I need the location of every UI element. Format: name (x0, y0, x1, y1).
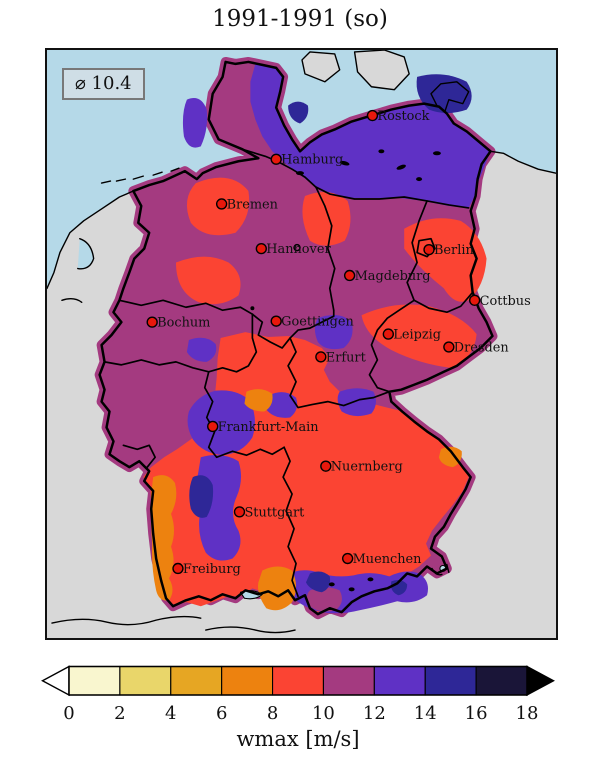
colorbar-segment-4-6 (170, 665, 223, 696)
city-marker-muenchen (341, 552, 354, 565)
colorbar-tick-2: 2 (114, 703, 125, 724)
city-label-nuernberg: Nuernberg (331, 460, 403, 475)
city-label-goettingen: Goettingen (281, 315, 354, 330)
city-label-cottbus: Cottbus (480, 294, 531, 309)
city-marker-magdeburg (343, 269, 356, 282)
city-label-rostock: Rostock (377, 109, 429, 124)
city-marker-hannover (255, 242, 267, 255)
colorbar-segment-2-4 (119, 665, 172, 696)
colorbar: 0 2 4 6 8 10 12 14 16 18 (41, 665, 555, 724)
plot-title: 1991-1991 (so) (212, 6, 388, 32)
colorbar-segment-12-14 (373, 665, 426, 696)
city-markers: Rostock Hamburg Bremen Hannover BerlinMagdeb… (146, 109, 531, 577)
colorbar-tick-4: 4 (165, 703, 176, 724)
foreign-coastlines (47, 150, 556, 634)
colorbar-over-arrow (526, 665, 555, 697)
city-marker-bremen (215, 198, 228, 210)
colorbar-tick-10: 10 (312, 703, 335, 724)
colorbar-segment-14-16 (424, 665, 477, 696)
city-label-bremen: Bremen (227, 197, 278, 212)
colorbar-label: wmax [m/s] (236, 727, 360, 751)
colorbar-segment-16-18 (475, 665, 528, 696)
map-area: Rostock Hamburg Bremen Hannover Berlin Magdeb… (45, 48, 558, 640)
city-label-frankfurt-main: Frankfurt-Main (218, 420, 319, 435)
colorbar-tick-8: 8 (267, 703, 278, 724)
colorbar-segment-6-8 (221, 665, 274, 696)
colorbar-segment-10-12 (322, 665, 375, 696)
city-marker-bochum (146, 316, 158, 328)
city-marker-leipzig (382, 328, 394, 340)
city-label-hannover: Hannover (266, 242, 331, 257)
colorbar-tick-14: 14 (414, 703, 437, 724)
colorbar-tick-12: 12 (363, 703, 386, 724)
city-marker-rostock (366, 109, 379, 122)
colorbar-tick-0: 0 (63, 703, 74, 724)
city-marker-cottbus (468, 294, 481, 306)
city-label-freiburg: Freiburg (183, 562, 241, 577)
colorbar-frame (68, 665, 528, 696)
city-marker-hamburg (270, 153, 282, 165)
city-label-muenchen: Muenchen (353, 552, 422, 567)
map-features (100, 149, 450, 592)
city-label-stuttgart: Stuttgart (244, 505, 305, 520)
city-label-hamburg: Hamburg (281, 153, 343, 168)
mean-badge-value: ⌀ 10.4 (75, 73, 132, 94)
city-marker-erfurt (315, 351, 327, 363)
colorbar-tick-6: 6 (216, 703, 227, 724)
city-marker-dresden (443, 341, 455, 353)
city-marker-frankfurt-main (207, 420, 219, 433)
city-label-berlin: Berlin (434, 243, 474, 258)
city-marker-stuttgart (233, 506, 246, 518)
city-marker-nuernberg (320, 460, 332, 472)
colorbar-tick-16: 16 (465, 703, 488, 724)
city-label-bochum: Bochum (157, 316, 210, 331)
colorbar-segment-8-10 (272, 665, 324, 696)
mean-badge: ⌀ 10.4 (62, 68, 145, 100)
colorbar-tick-18: 18 (516, 703, 539, 724)
city-label-magdeburg: Magdeburg (355, 269, 431, 284)
colorbar-segment-0-2 (68, 665, 121, 696)
city-label-erfurt: Erfurt (326, 350, 367, 365)
city-label-leipzig: Leipzig (393, 328, 441, 343)
city-marker-freiburg (172, 562, 184, 575)
germany-border (98, 60, 494, 616)
city-marker-berlin (423, 243, 435, 256)
city-label-dresden: Dresden (454, 340, 509, 355)
city-marker-goettingen (270, 315, 282, 327)
colorbar-under-arrow (41, 665, 70, 697)
map-canvas: Rostock Hamburg Bremen Hannover BerlinMagdeb… (47, 50, 556, 638)
